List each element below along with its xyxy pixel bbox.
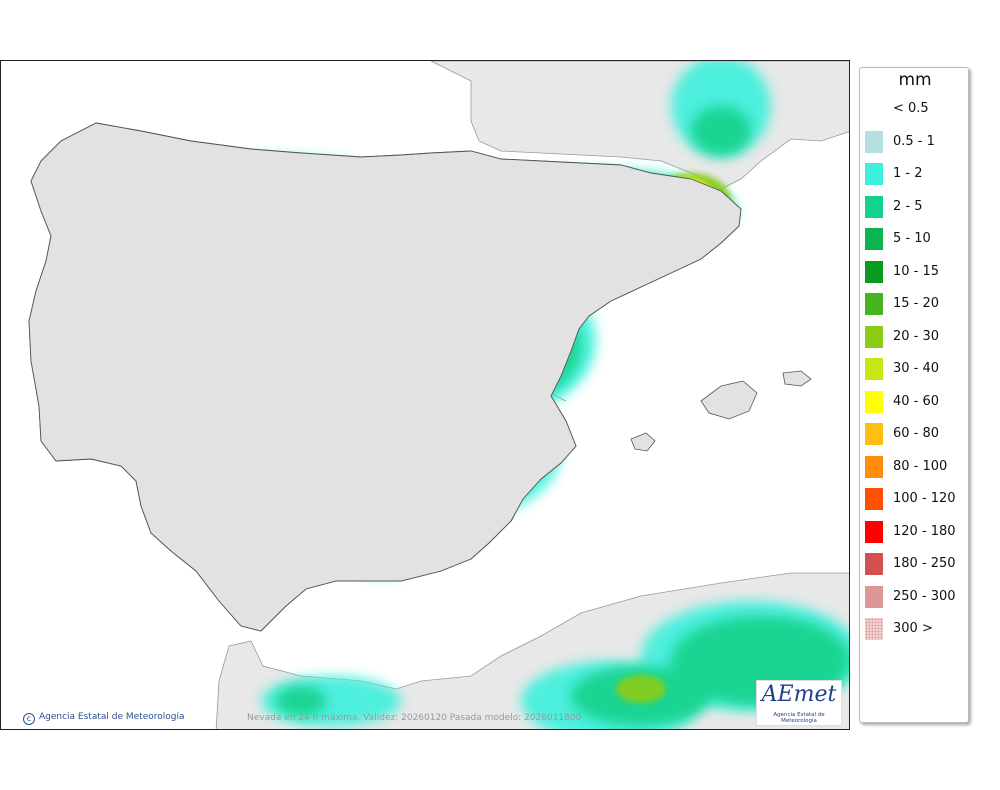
legend-label: 80 - 100 — [893, 458, 948, 474]
land-menorca — [782, 370, 812, 387]
legend-swatch — [865, 98, 883, 120]
legend-item: 30 - 40 — [863, 358, 967, 380]
legend-item: 0.5 - 1 — [863, 130, 967, 153]
legend-swatch — [865, 488, 883, 510]
legend-swatch — [865, 520, 883, 543]
legend-item: 1 - 2 — [863, 163, 967, 185]
legend-label: 60 - 80 — [893, 426, 940, 441]
aemet-logo: AEmet Agencia Estatal de Meteorología — [756, 680, 842, 726]
legend-item: 10 - 15 — [863, 260, 967, 283]
legend: mm < 0.5 0.5 - 1 1 - 2 2 - 5 5 - 10 10 - 15 15… — [859, 67, 969, 723]
legend-label: 100 - 120 — [893, 491, 956, 506]
legend-item: 40 - 60 — [863, 390, 967, 413]
legend-title: mm — [898, 70, 932, 90]
legend-item: 60 - 80 — [863, 423, 967, 445]
legend-label: 20 - 30 — [893, 328, 940, 344]
legend-label: 1 - 2 — [893, 166, 923, 181]
credit-label: Agencia Estatal de Meteorología — [39, 712, 185, 722]
legend-label: 300 > — [893, 621, 933, 636]
legend-swatch — [865, 423, 883, 445]
legend-label: 40 - 60 — [893, 393, 940, 409]
logo-subtext: Agencia Estatal de Meteorología — [773, 712, 825, 724]
legend-label: 30 - 40 — [893, 361, 940, 376]
legend-item: 20 - 30 — [863, 325, 967, 348]
legend-swatch — [865, 228, 883, 250]
legend-swatch — [865, 618, 883, 640]
legend-label: 180 - 250 — [893, 556, 956, 571]
legend-swatch — [865, 325, 883, 348]
land-mallorca — [700, 380, 758, 420]
precipitation-map: c Agencia Estatal de Meteorología Nevada … — [0, 60, 850, 730]
legend-label: 120 - 180 — [893, 523, 956, 539]
land-ibiza — [630, 432, 656, 452]
legend-item: 300 > — [863, 618, 967, 640]
credit-text: c Agencia Estatal de Meteorología — [23, 712, 185, 725]
legend-item: 100 - 120 — [863, 488, 967, 510]
legend-swatch — [865, 130, 883, 153]
legend-item: 5 - 10 — [863, 228, 967, 250]
legend-item: < 0.5 — [863, 98, 967, 120]
legend-item: 180 - 250 — [863, 553, 967, 575]
legend-label: 10 - 15 — [893, 263, 940, 279]
legend-label: 250 - 300 — [893, 588, 956, 604]
map-canvas — [1, 61, 849, 729]
legend-item: 120 - 180 — [863, 520, 967, 543]
legend-label: < 0.5 — [893, 101, 929, 116]
legend-swatch — [865, 163, 883, 185]
copyright-icon: c — [23, 713, 35, 725]
legend-swatch — [865, 455, 883, 478]
legend-swatch — [865, 585, 883, 608]
legend-swatch — [865, 293, 883, 315]
legend-item: 15 - 20 — [863, 293, 967, 315]
legend-item: 250 - 300 — [863, 585, 967, 608]
legend-swatch — [865, 195, 883, 218]
legend-item: 80 - 100 — [863, 455, 967, 478]
legend-swatch — [865, 358, 883, 380]
legend-swatch — [865, 553, 883, 575]
legend-label: 5 - 10 — [893, 231, 931, 246]
logo-wordmark: AEmet — [761, 682, 837, 707]
legend-swatch — [865, 390, 883, 413]
legend-label: 2 - 5 — [893, 198, 923, 214]
legend-label: 0.5 - 1 — [893, 133, 935, 149]
legend-item: 2 - 5 — [863, 195, 967, 218]
legend-label: 15 - 20 — [893, 296, 940, 311]
map-caption: Nevada en 24 h máxima. Validez: 20260120… — [247, 713, 582, 723]
legend-swatch — [865, 260, 883, 283]
